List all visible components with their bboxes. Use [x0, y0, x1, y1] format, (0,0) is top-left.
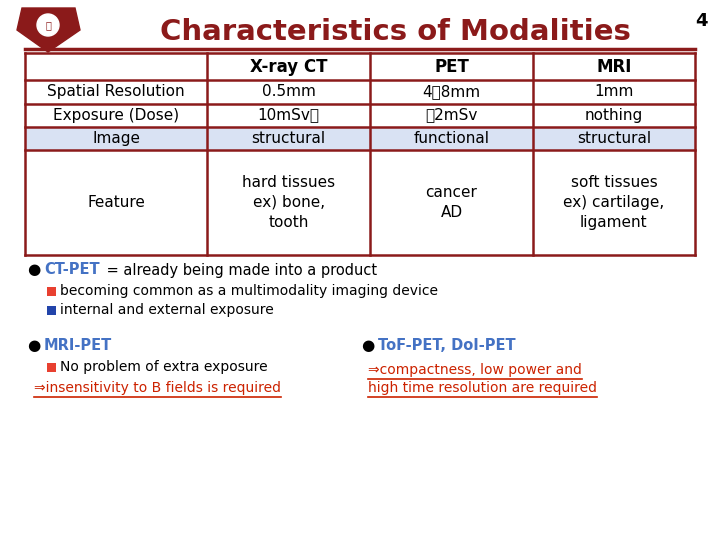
Text: functional: functional: [413, 131, 490, 146]
Text: MRI-PET: MRI-PET: [44, 338, 112, 353]
Circle shape: [37, 14, 59, 36]
Bar: [207, 80, 370, 104]
Bar: [533, 104, 695, 127]
Text: ⇒compactness, low power and: ⇒compactness, low power and: [368, 363, 582, 377]
Text: ⇒insensitivity to B fields is required: ⇒insensitivity to B fields is required: [34, 381, 281, 395]
Bar: [370, 150, 533, 255]
Bar: [533, 150, 695, 255]
Text: structural: structural: [251, 131, 325, 146]
Bar: [533, 80, 695, 104]
Text: 1mm: 1mm: [594, 84, 634, 99]
Text: MRI: MRI: [596, 58, 631, 76]
Text: high time resolution are required: high time resolution are required: [368, 381, 597, 395]
Bar: [370, 53, 533, 80]
Text: ●: ●: [27, 262, 40, 278]
Bar: [25, 104, 207, 127]
Bar: [370, 80, 533, 104]
Polygon shape: [17, 8, 80, 52]
Text: X-ray CT: X-ray CT: [250, 58, 328, 76]
Bar: [47, 306, 55, 314]
Bar: [25, 80, 207, 104]
Bar: [533, 127, 695, 150]
Text: 大: 大: [45, 20, 51, 30]
Text: 10mSv～: 10mSv～: [258, 107, 320, 123]
Text: ●: ●: [27, 338, 40, 353]
Bar: [47, 362, 55, 372]
Text: No problem of extra exposure: No problem of extra exposure: [60, 360, 268, 374]
Text: ～2mSv: ～2mSv: [426, 107, 477, 123]
Bar: [25, 150, 207, 255]
Text: CT-PET: CT-PET: [44, 262, 99, 278]
Bar: [207, 150, 370, 255]
Bar: [533, 53, 695, 80]
Bar: [47, 287, 55, 295]
Text: becoming common as a multimodality imaging device: becoming common as a multimodality imagi…: [60, 284, 438, 298]
Text: Feature: Feature: [87, 195, 145, 210]
Bar: [25, 127, 207, 150]
Bar: [207, 127, 370, 150]
Text: 0.5mm: 0.5mm: [261, 84, 315, 99]
Text: Characteristics of Modalities: Characteristics of Modalities: [160, 18, 631, 46]
Text: Image: Image: [92, 131, 140, 146]
Text: = already being made into a product: = already being made into a product: [102, 262, 377, 278]
Text: ToF-PET, DoI-PET: ToF-PET, DoI-PET: [378, 338, 516, 353]
Text: PET: PET: [434, 58, 469, 76]
Text: internal and external exposure: internal and external exposure: [60, 303, 274, 317]
Text: 4: 4: [696, 12, 708, 30]
Text: nothing: nothing: [585, 107, 643, 123]
Bar: [370, 104, 533, 127]
Text: Spatial Resolution: Spatial Resolution: [48, 84, 185, 99]
Text: cancer
AD: cancer AD: [426, 185, 477, 220]
Text: soft tissues
ex) cartilage,
ligament: soft tissues ex) cartilage, ligament: [563, 174, 665, 231]
Text: structural: structural: [577, 131, 651, 146]
Text: hard tissues
ex) bone,
tooth: hard tissues ex) bone, tooth: [242, 174, 336, 231]
Bar: [370, 127, 533, 150]
Text: 4～8mm: 4～8mm: [423, 84, 480, 99]
Text: Exposure (Dose): Exposure (Dose): [53, 107, 179, 123]
Bar: [25, 53, 207, 80]
Bar: [207, 104, 370, 127]
Bar: [207, 53, 370, 80]
Text: ●: ●: [361, 338, 374, 353]
